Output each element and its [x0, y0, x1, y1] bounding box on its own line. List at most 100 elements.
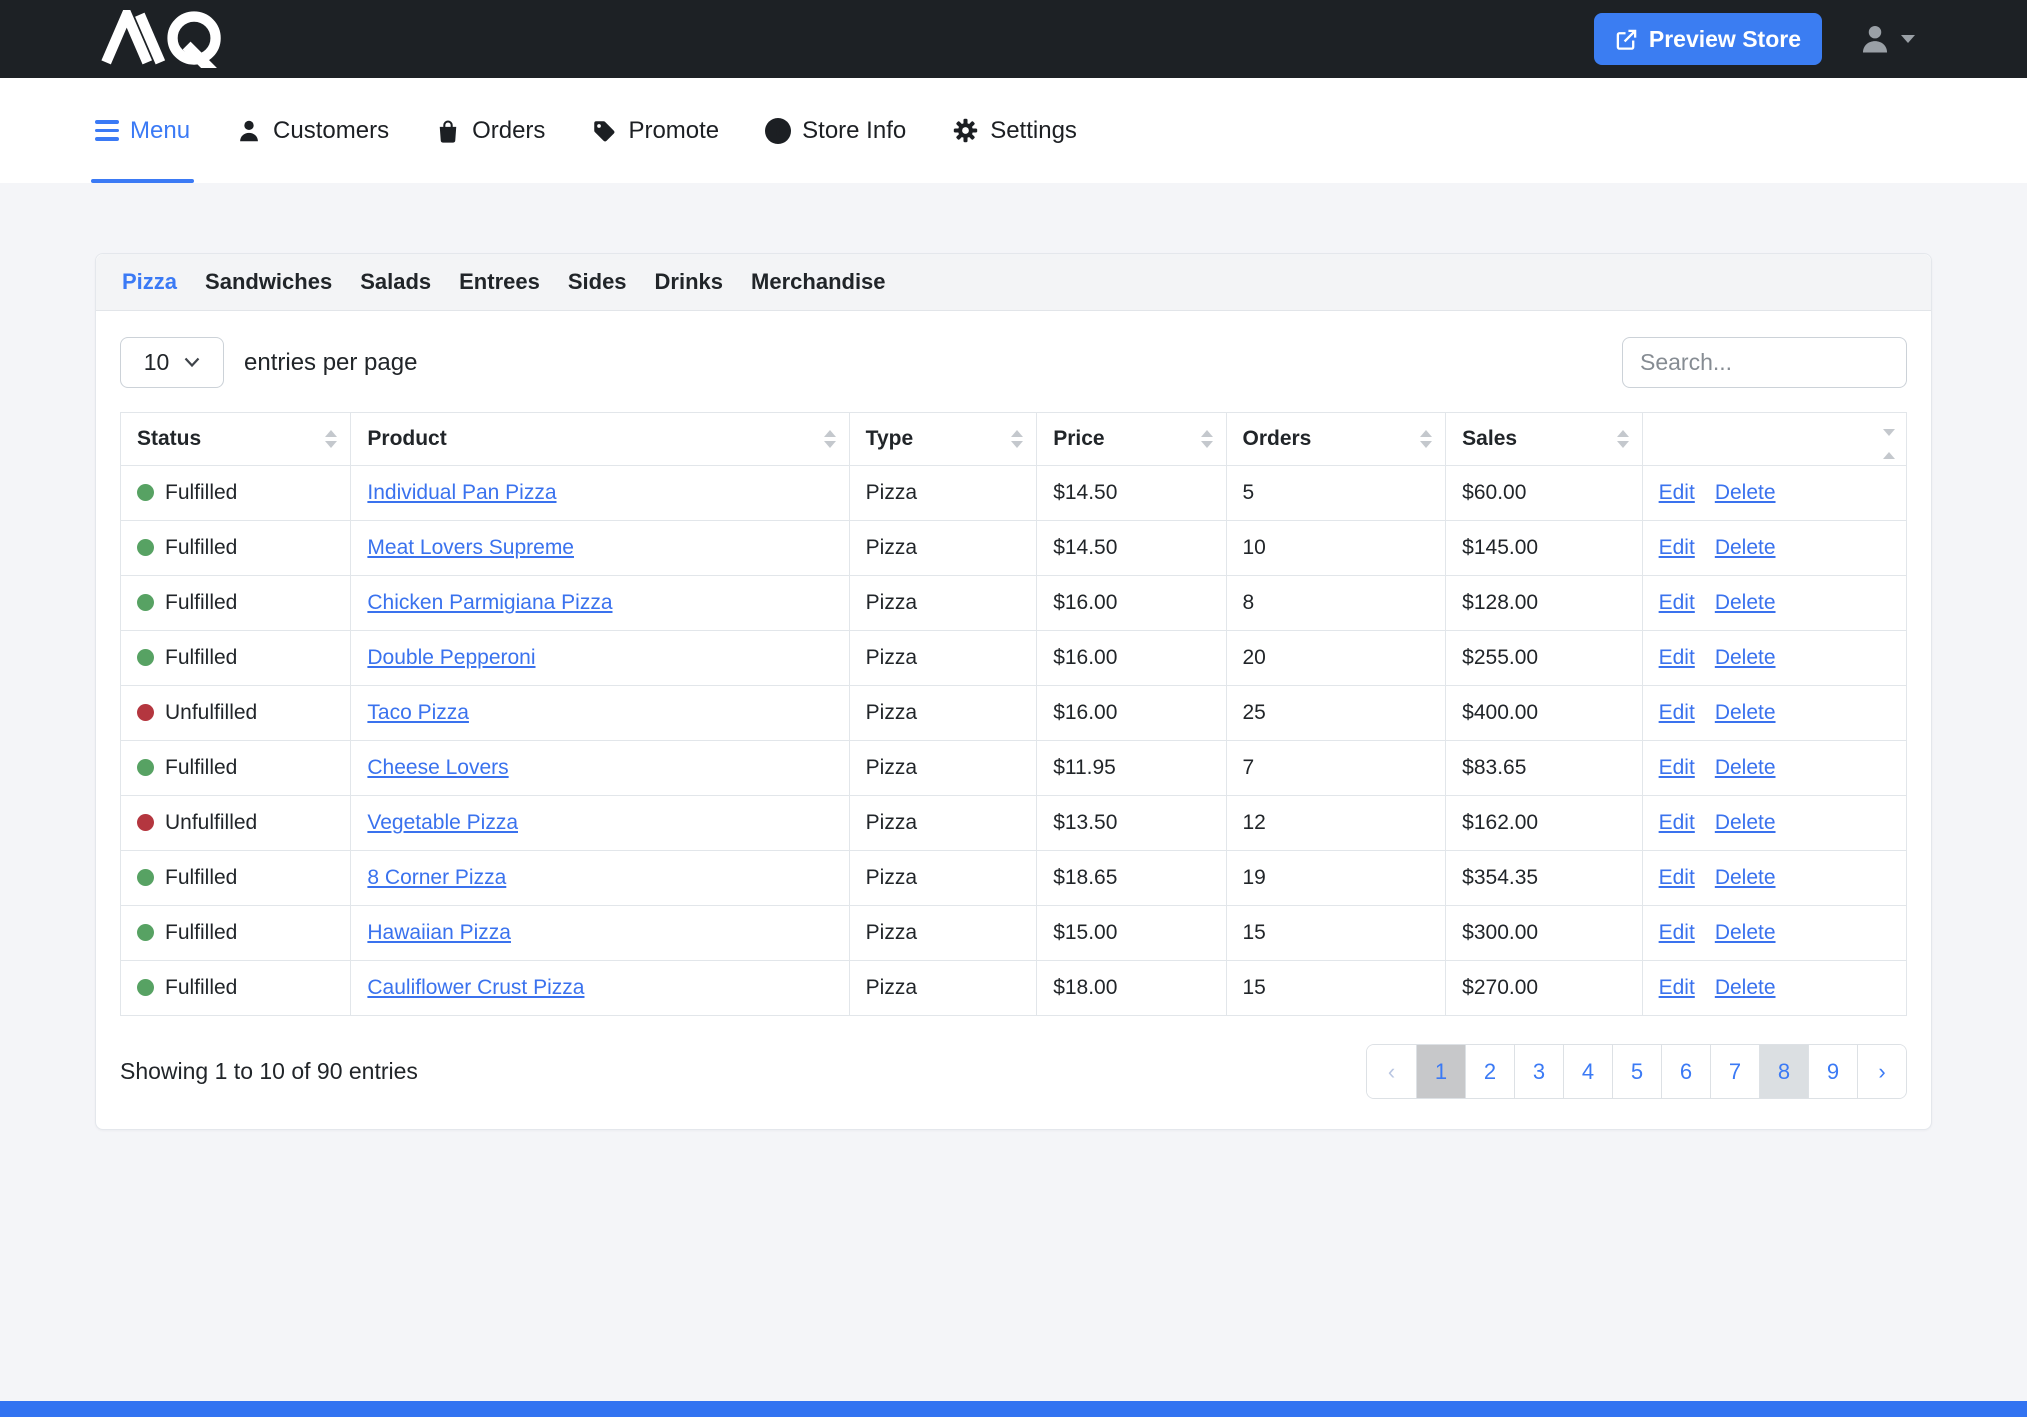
edit-link[interactable]: Edit [1658, 811, 1695, 834]
delete-link[interactable]: Delete [1714, 866, 1776, 889]
orders-cell: 5 [1225, 465, 1447, 521]
product-link[interactable]: Double Pepperoni [367, 646, 536, 669]
tab-sandwiches[interactable]: Sandwiches [205, 269, 333, 294]
tab-sides[interactable]: Sides [567, 269, 627, 294]
page-button-7[interactable]: 7 [1710, 1045, 1759, 1098]
product-cell: Meat Lovers Supreme [350, 520, 850, 576]
logo[interactable] [90, 10, 242, 68]
page-button-2[interactable]: 2 [1465, 1045, 1514, 1098]
topbar-actions: Preview Store [1593, 13, 1915, 65]
delete-link[interactable]: Delete [1714, 921, 1776, 944]
tab-salads[interactable]: Salads [360, 269, 432, 294]
page-button-1[interactable]: 1 [1416, 1045, 1465, 1098]
column-header-sales[interactable]: Sales [1445, 412, 1643, 466]
page-button-4[interactable]: 4 [1563, 1045, 1612, 1098]
edit-link[interactable]: Edit [1658, 866, 1695, 889]
tab-merchandise[interactable]: Merchandise [751, 269, 886, 294]
table-row: Fulfilled Chicken Parmigiana Pizza Pizza… [119, 575, 1908, 631]
actions-cell: Edit Delete [1641, 795, 1908, 851]
products-table: Status Product Type Price [119, 412, 1908, 1016]
orders-cell: 7 [1225, 740, 1447, 796]
nav-item-customers[interactable]: Customers [236, 78, 389, 183]
orders-cell: 8 [1225, 575, 1447, 631]
edit-link[interactable]: Edit [1658, 591, 1695, 614]
nav-label-customers: Customers [273, 116, 390, 144]
pagination-next-button[interactable]: › [1857, 1045, 1906, 1098]
page-button-8[interactable]: 8 [1759, 1045, 1808, 1098]
status-label: Fulfilled [165, 921, 238, 944]
table-row: Unfulfilled Taco Pizza Pizza $16.00 25 $… [119, 685, 1908, 741]
edit-link[interactable]: Edit [1658, 921, 1695, 944]
delete-link[interactable]: Delete [1714, 536, 1776, 559]
page-button-3[interactable]: 3 [1514, 1045, 1563, 1098]
edit-link[interactable]: Edit [1658, 701, 1695, 724]
product-link[interactable]: Cauliflower Crust Pizza [367, 976, 585, 999]
product-link[interactable]: Cheese Lovers [367, 756, 509, 779]
product-link[interactable]: Chicken Parmigiana Pizza [367, 591, 613, 614]
delete-link[interactable]: Delete [1714, 976, 1776, 999]
column-header-orders[interactable]: Orders [1225, 412, 1447, 466]
edit-link[interactable]: Edit [1658, 976, 1695, 999]
search-input[interactable] [1622, 337, 1907, 388]
status-dot [137, 924, 154, 941]
product-link[interactable]: Hawaiian Pizza [367, 921, 511, 944]
nav-label-orders: Orders [472, 116, 546, 144]
status-label: Fulfilled [165, 756, 238, 779]
sort-icon [823, 430, 836, 448]
status-cell: Fulfilled [119, 850, 352, 906]
delete-link[interactable]: Delete [1714, 811, 1776, 834]
column-header-price[interactable]: Price [1036, 412, 1227, 466]
pagination-prev-button[interactable]: ‹ [1367, 1045, 1416, 1098]
nav-item-orders[interactable]: Orders [435, 78, 545, 183]
status-dot [137, 979, 154, 996]
sales-cell: $270.00 [1445, 960, 1643, 1016]
delete-link[interactable]: Delete [1714, 481, 1776, 504]
orders-cell: 15 [1225, 905, 1447, 961]
edit-link[interactable]: Edit [1658, 646, 1695, 669]
product-link[interactable]: 8 Corner Pizza [367, 866, 507, 889]
status-label: Unfulfilled [165, 811, 258, 834]
product-cell: Cauliflower Crust Pizza [350, 960, 850, 1016]
nav-item-menu[interactable]: Menu [90, 78, 195, 183]
edit-link[interactable]: Edit [1658, 481, 1695, 504]
entries-per-page-select[interactable]: 10 [120, 337, 224, 388]
tab-entrees[interactable]: Entrees [459, 269, 540, 294]
column-header-status[interactable]: Status [119, 412, 352, 466]
page-button-5[interactable]: 5 [1612, 1045, 1661, 1098]
delete-link[interactable]: Delete [1714, 701, 1776, 724]
nav-item-promote[interactable]: Promote [591, 78, 719, 183]
tab-drinks[interactable]: Drinks [654, 269, 724, 294]
product-link[interactable]: Individual Pan Pizza [367, 481, 557, 504]
delete-link[interactable]: Delete [1714, 756, 1776, 779]
product-link[interactable]: Meat Lovers Supreme [367, 536, 574, 559]
page-button-6[interactable]: 6 [1661, 1045, 1710, 1098]
gear-icon [952, 117, 979, 144]
column-header-actions[interactable] [1641, 412, 1908, 466]
product-link[interactable]: Vegetable Pizza [367, 811, 518, 834]
sort-icon [1200, 430, 1213, 448]
edit-link[interactable]: Edit [1658, 756, 1695, 779]
price-cell: $15.00 [1036, 905, 1227, 961]
user-menu[interactable] [1858, 22, 1915, 56]
page-button-9[interactable]: 9 [1808, 1045, 1857, 1098]
edit-link[interactable]: Edit [1658, 536, 1695, 559]
preview-store-button[interactable]: Preview Store [1593, 13, 1822, 65]
hamburger-icon [95, 120, 119, 141]
product-cell: Vegetable Pizza [350, 795, 850, 851]
column-header-type[interactable]: Type [848, 412, 1038, 466]
delete-link[interactable]: Delete [1714, 591, 1776, 614]
nav-item-settings[interactable]: Settings [952, 78, 1077, 183]
column-header-product[interactable]: Product [350, 412, 850, 466]
tag-icon [591, 118, 617, 144]
delete-link[interactable]: Delete [1714, 646, 1776, 669]
actions-cell: Edit Delete [1641, 960, 1908, 1016]
status-label: Unfulfilled [165, 701, 258, 724]
status-label: Fulfilled [165, 536, 238, 559]
tab-pizza[interactable]: Pizza [122, 269, 178, 294]
status-dot [137, 814, 154, 831]
table-row: Fulfilled Cauliflower Crust Pizza Pizza … [119, 960, 1908, 1016]
nav-item-store-info[interactable]: i Store Info [765, 78, 906, 183]
table-header-row: Status Product Type Price [119, 412, 1908, 466]
orders-cell: 19 [1225, 850, 1447, 906]
product-link[interactable]: Taco Pizza [367, 701, 469, 724]
